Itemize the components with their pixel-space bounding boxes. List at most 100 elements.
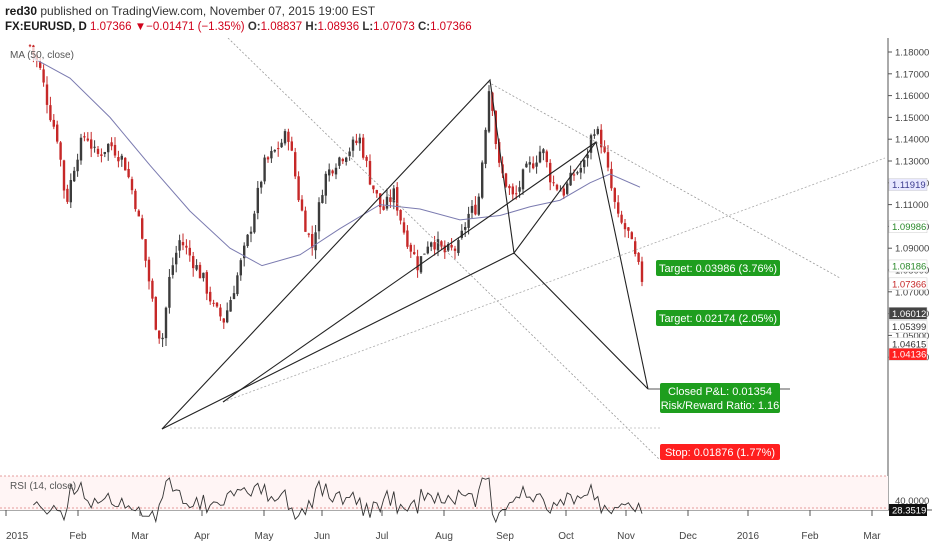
price-marker — [888, 320, 928, 333]
chart-canvas[interactable]: Target: 0.03986 (3.76%) Target: 0.02174 (… — [0, 38, 932, 550]
price-marker-label: 1.11919 — [892, 180, 926, 191]
candle-body — [436, 239, 440, 251]
symbol-label[interactable]: FX:EURUSD, D — [5, 21, 87, 33]
rsi-value-label: 28.3519 — [892, 506, 926, 517]
candle-body — [572, 174, 576, 176]
price-tick-label: 1.13000 — [895, 157, 929, 168]
candle-body — [69, 180, 72, 203]
candle-body — [538, 151, 542, 163]
candle-body — [219, 307, 222, 317]
time-tick-label: May — [255, 531, 274, 542]
candle-body — [222, 318, 225, 323]
candle-body — [328, 169, 331, 176]
candle-body — [440, 241, 443, 247]
candle-body — [368, 161, 372, 185]
candle-body — [345, 157, 348, 162]
author-name[interactable]: red30 — [5, 4, 38, 18]
candle-body — [413, 252, 416, 255]
close-label: C: — [417, 21, 431, 33]
candle-body — [154, 296, 157, 330]
time-tick-label: Feb — [69, 531, 87, 542]
candle-body — [236, 275, 239, 295]
time-tick-label: Aug — [435, 531, 453, 542]
candle-body — [239, 260, 242, 276]
candle-body — [409, 244, 412, 252]
price-marker — [888, 347, 928, 361]
chart-grid — [0, 38, 932, 511]
candle-body — [195, 265, 198, 270]
candle-body — [175, 252, 178, 265]
candle-body — [277, 148, 280, 150]
candle-body — [634, 241, 637, 254]
candle-body — [460, 230, 463, 238]
candle-body — [504, 173, 508, 187]
stop-label[interactable]: Stop: 0.01876 (1.77%) — [660, 444, 780, 460]
candle-body — [229, 300, 232, 312]
candle-body — [508, 185, 511, 189]
candle-body — [385, 196, 389, 209]
candle-body — [464, 227, 467, 230]
candle-body — [188, 247, 191, 256]
candle-body — [484, 129, 487, 164]
candle-body — [600, 129, 603, 148]
publish-info: red30 published on TradingView.com, Nove… — [5, 4, 375, 18]
candle-body — [603, 146, 606, 153]
candle-body — [90, 139, 93, 149]
candle-body — [83, 136, 86, 138]
candle-body — [260, 181, 263, 188]
candle-body — [579, 167, 582, 173]
price-tick-label: 1.05000 — [895, 331, 929, 342]
candle-body — [521, 169, 525, 190]
stop-label-text: Stop: 0.01876 (1.77%) — [665, 447, 775, 459]
target-2-label-text: Target: 0.02174 (2.05%) — [659, 313, 777, 325]
candle-body — [263, 157, 266, 182]
target-2-label[interactable]: Target: 0.02174 (2.05%) — [656, 310, 780, 326]
candle-body — [511, 186, 514, 195]
open-value: 1.08837 — [260, 21, 303, 33]
candle-body — [430, 242, 433, 247]
candle-body — [110, 142, 113, 147]
candle-body — [49, 105, 52, 121]
candle-body — [127, 168, 130, 178]
candle-body — [576, 172, 579, 174]
candle-body — [389, 197, 392, 202]
candle-body — [178, 240, 181, 251]
ma-indicator-label[interactable]: MA (50, close) — [10, 50, 74, 61]
time-tick-label: Dec — [679, 531, 697, 542]
price-axis[interactable]: 1.18000 1.17000 1.16000 1.15000 1.14000 1.130… — [888, 48, 929, 364]
candle-body — [406, 230, 409, 247]
candle-body — [311, 234, 314, 249]
candle-body — [324, 173, 327, 196]
down-arrow-icon: ▼ — [134, 21, 147, 33]
candle-body — [494, 110, 497, 145]
candle-body — [171, 265, 174, 275]
price-change: −0.01471 (−1.35%) — [146, 21, 245, 33]
rsi-indicator-label[interactable]: RSI (14, close) — [10, 481, 76, 492]
candle-body — [348, 151, 351, 157]
price-tick-label: 1.18000 — [895, 48, 929, 59]
candle-body — [253, 213, 256, 233]
candle-body — [113, 144, 117, 156]
time-axis[interactable]: 2015 Feb Mar Apr May Jun Jul Aug Sep Oct Nov Dec 201… — [5, 510, 881, 542]
candle-body — [164, 307, 168, 339]
candle-body — [623, 223, 627, 230]
candle-body — [341, 159, 344, 162]
closed-pl-label[interactable]: Closed P&L: 0.01354 Risk/Reward Ratio: 1.… — [660, 383, 780, 413]
rsi-line — [33, 477, 643, 524]
candle-body — [246, 234, 249, 247]
time-tick-label: Sep — [496, 531, 514, 542]
candle-body — [120, 155, 123, 160]
candle-body — [198, 264, 202, 279]
moving-average-line — [29, 55, 641, 267]
candle-body — [589, 135, 593, 153]
candle-body — [66, 188, 69, 202]
candle-body — [545, 151, 548, 163]
candle-body — [613, 188, 616, 202]
candle-body — [93, 146, 96, 148]
target-1-label[interactable]: Target: 0.03986 (3.76%) — [656, 260, 780, 276]
candle-body — [477, 196, 480, 215]
candle-body — [144, 239, 147, 261]
candle-body — [321, 195, 324, 204]
candle-body — [535, 162, 538, 167]
candle-body — [426, 246, 429, 254]
